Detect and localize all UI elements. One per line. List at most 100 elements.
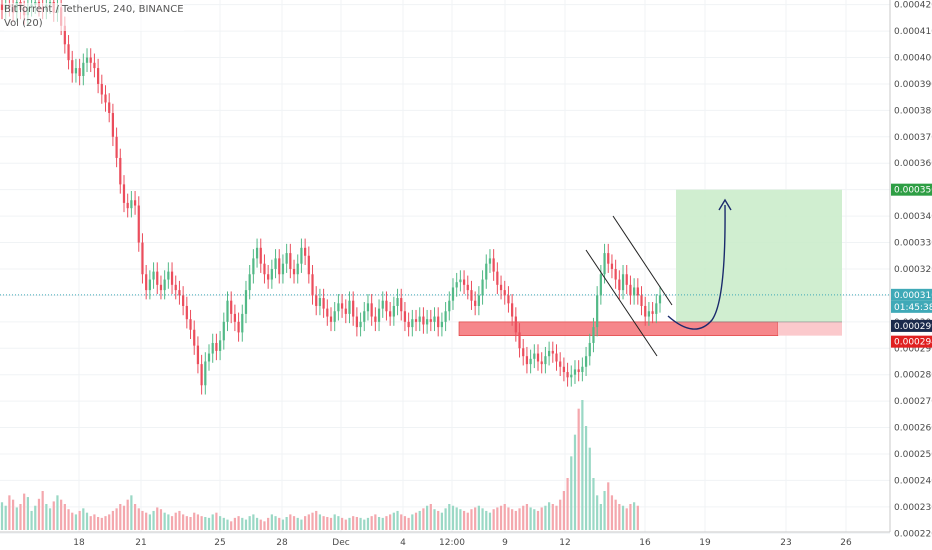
candle (440, 312, 444, 337)
symbol-title[interactable]: BitTorrent / TetherUS, 240, BINANCE (4, 4, 184, 15)
time-tick-label: 21 (135, 538, 146, 548)
price-tick-label: 0.00028000 (894, 371, 932, 381)
volume-bar (573, 434, 577, 530)
candle (466, 275, 469, 300)
channel-lower-line (585, 249, 658, 357)
volume-bar (23, 493, 26, 530)
candle-body (603, 253, 606, 275)
volume-bar (363, 519, 366, 530)
candle-body (344, 308, 347, 314)
volume-bar (148, 514, 151, 530)
candle (252, 249, 255, 284)
candle-body (115, 136, 118, 158)
candle-body (658, 295, 662, 304)
volume-bar (374, 514, 377, 530)
price-tick-label: 0.00029000 (894, 344, 932, 354)
candle-body (577, 369, 580, 373)
candle (444, 302, 447, 332)
stop-price-tag: 0.00029477 (891, 335, 932, 348)
volume-bar (503, 504, 506, 530)
volume-bar (599, 504, 602, 530)
candle (570, 365, 573, 387)
candle-body (584, 356, 588, 367)
candle-body (267, 274, 270, 280)
candle (163, 270, 166, 300)
volume-bar (359, 517, 362, 530)
candle (300, 238, 303, 273)
volume-bar (633, 502, 636, 530)
volume-bar (93, 514, 96, 530)
candle (340, 294, 344, 318)
price-tick-label: 0.00032000 (894, 265, 932, 275)
candle-body (411, 319, 414, 328)
candle (115, 127, 118, 168)
candle-body (477, 295, 480, 306)
candle-body (159, 284, 163, 291)
candle-body (455, 282, 458, 288)
candle (67, 35, 70, 70)
target-zone (676, 189, 842, 322)
price-tick-label: 0.00022000 (894, 529, 932, 539)
volume-bar (514, 510, 517, 530)
candle-body (529, 358, 532, 365)
time-tick-label: 28 (276, 538, 288, 548)
candle-body (182, 295, 185, 306)
price-tick-label: 0.00024000 (894, 476, 932, 486)
candle (633, 278, 636, 305)
price-tick-label: 0.00042000 (894, 1, 932, 11)
volume-bar (133, 504, 137, 530)
candle (318, 288, 322, 316)
candle (370, 294, 373, 326)
volume-bar (433, 509, 436, 530)
candle-body (562, 366, 565, 373)
candle-body (536, 353, 540, 362)
volume-bar (466, 512, 469, 530)
price-tick-label: 0.00037000 (894, 133, 932, 143)
candle-body (322, 298, 325, 309)
candle (141, 233, 144, 284)
candle-body (78, 68, 81, 77)
candle (403, 302, 407, 332)
candle (182, 286, 185, 316)
time-tick-label: 19 (699, 538, 711, 548)
price-tick-label: 0.00034000 (894, 212, 932, 222)
volume-bar (15, 507, 18, 530)
volume-bar (41, 491, 44, 530)
candle (437, 307, 440, 337)
volume-bar (156, 507, 159, 530)
volume-bar (263, 521, 266, 530)
candle-body (633, 287, 636, 296)
candle-body (352, 300, 355, 317)
candle (363, 302, 366, 332)
volume-bar (252, 514, 255, 530)
candle (352, 291, 355, 326)
target-price-tag-text: 0.00035000 (894, 186, 932, 196)
candle (304, 238, 307, 265)
candle-body (396, 298, 399, 306)
volume-bar (499, 505, 503, 530)
volume-indicator-label[interactable]: Vol (20) (4, 18, 43, 29)
candle-body (193, 329, 196, 346)
volume-bar (370, 516, 373, 530)
candle (78, 58, 81, 86)
candle (326, 299, 329, 326)
candle-body (355, 316, 358, 328)
volume-bar (207, 517, 211, 530)
volume-bar (448, 504, 451, 530)
candle (222, 312, 225, 350)
candle-body (363, 311, 366, 322)
candle (89, 48, 92, 73)
candle-body (137, 205, 140, 243)
volume-bar (130, 495, 133, 530)
candle-body (503, 290, 506, 296)
time-tick-label: 18 (73, 538, 85, 548)
candle (411, 309, 414, 337)
candle-body (252, 258, 255, 275)
candle-body (448, 300, 451, 312)
candle (511, 294, 514, 326)
volume-bar (137, 508, 140, 530)
volume-bar (141, 510, 144, 530)
candle (562, 357, 565, 382)
countdown-tag: 01:45:38 (891, 300, 932, 313)
